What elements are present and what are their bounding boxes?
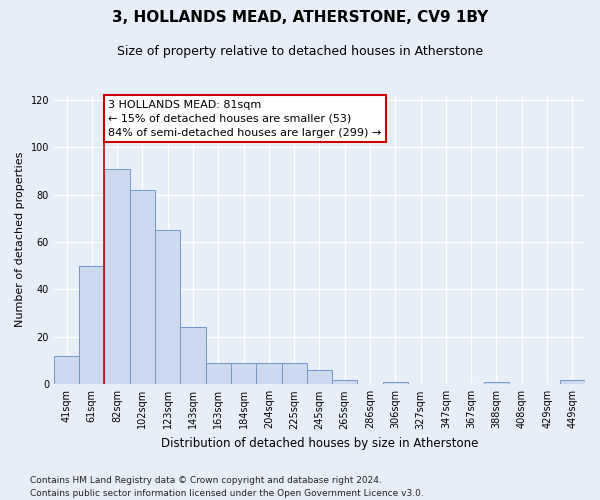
Bar xyxy=(155,230,181,384)
Bar xyxy=(206,363,231,384)
Bar xyxy=(231,363,256,384)
Y-axis label: Number of detached properties: Number of detached properties xyxy=(15,152,25,328)
Bar xyxy=(307,370,332,384)
Bar xyxy=(130,190,155,384)
Text: Contains HM Land Registry data © Crown copyright and database right 2024.
Contai: Contains HM Land Registry data © Crown c… xyxy=(30,476,424,498)
Bar xyxy=(383,382,408,384)
Bar xyxy=(332,380,358,384)
Bar xyxy=(281,363,307,384)
Bar xyxy=(79,266,104,384)
Text: 3, HOLLANDS MEAD, ATHERSTONE, CV9 1BY: 3, HOLLANDS MEAD, ATHERSTONE, CV9 1BY xyxy=(112,10,488,25)
X-axis label: Distribution of detached houses by size in Atherstone: Distribution of detached houses by size … xyxy=(161,437,478,450)
Text: Size of property relative to detached houses in Atherstone: Size of property relative to detached ho… xyxy=(117,45,483,58)
Bar xyxy=(104,168,130,384)
Bar xyxy=(181,328,206,384)
Bar xyxy=(256,363,281,384)
Text: 3 HOLLANDS MEAD: 81sqm
← 15% of detached houses are smaller (53)
84% of semi-det: 3 HOLLANDS MEAD: 81sqm ← 15% of detached… xyxy=(108,100,382,138)
Bar xyxy=(560,380,585,384)
Bar xyxy=(54,356,79,384)
Bar xyxy=(484,382,509,384)
